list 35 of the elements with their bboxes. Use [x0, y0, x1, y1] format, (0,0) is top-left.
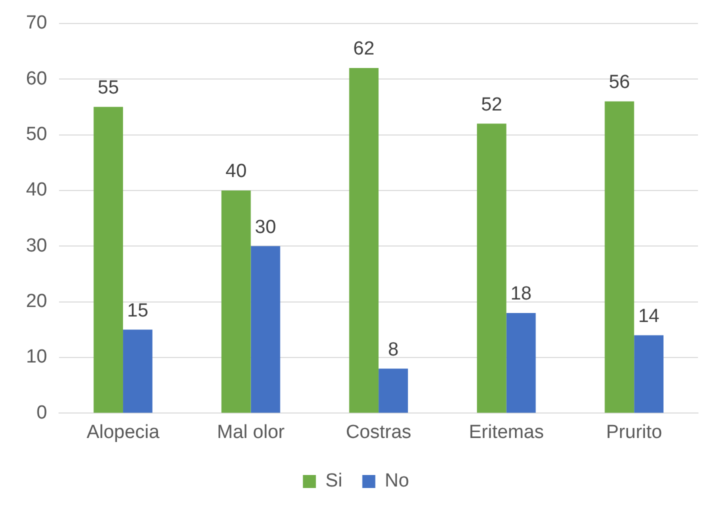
- bar: [221, 190, 251, 413]
- x-tick-label: Prurito: [606, 422, 662, 443]
- y-tick-label: 10: [26, 346, 48, 368]
- y-tick-label: 20: [26, 291, 48, 312]
- data-label: 30: [254, 216, 276, 238]
- bar: [634, 335, 664, 413]
- data-label: 62: [353, 38, 374, 60]
- bar: [604, 101, 634, 413]
- legend-label: Si: [325, 470, 342, 492]
- data-label: 18: [510, 284, 532, 305]
- bar: [94, 106, 124, 413]
- y-tick-label: 50: [26, 124, 48, 146]
- x-tick-label: Mal olor: [217, 422, 286, 443]
- legend-label: No: [384, 470, 410, 492]
- y-tick-label: 40: [26, 180, 48, 201]
- data-label: 14: [638, 306, 660, 327]
- bar: [476, 124, 506, 413]
- y-tick-label: 0: [36, 402, 48, 424]
- bar: [506, 312, 536, 413]
- y-tick-label: 60: [26, 68, 48, 90]
- x-tick-label: Eritemas: [468, 422, 544, 443]
- y-tick-label: 70: [26, 12, 48, 34]
- bar: [378, 368, 408, 413]
- data-label: 52: [481, 94, 502, 116]
- data-label: 15: [127, 300, 148, 322]
- data-label: 40: [226, 161, 247, 182]
- data-label: 56: [608, 72, 630, 94]
- y-tick-label: 30: [26, 235, 48, 256]
- bar: [250, 246, 280, 413]
- bar: [123, 330, 152, 413]
- bar: [349, 68, 379, 413]
- x-tick-label: Alopecia: [86, 422, 160, 443]
- data-label: 8: [388, 339, 399, 360]
- data-label: 55: [98, 78, 119, 99]
- x-tick-label: Costras: [346, 422, 412, 443]
